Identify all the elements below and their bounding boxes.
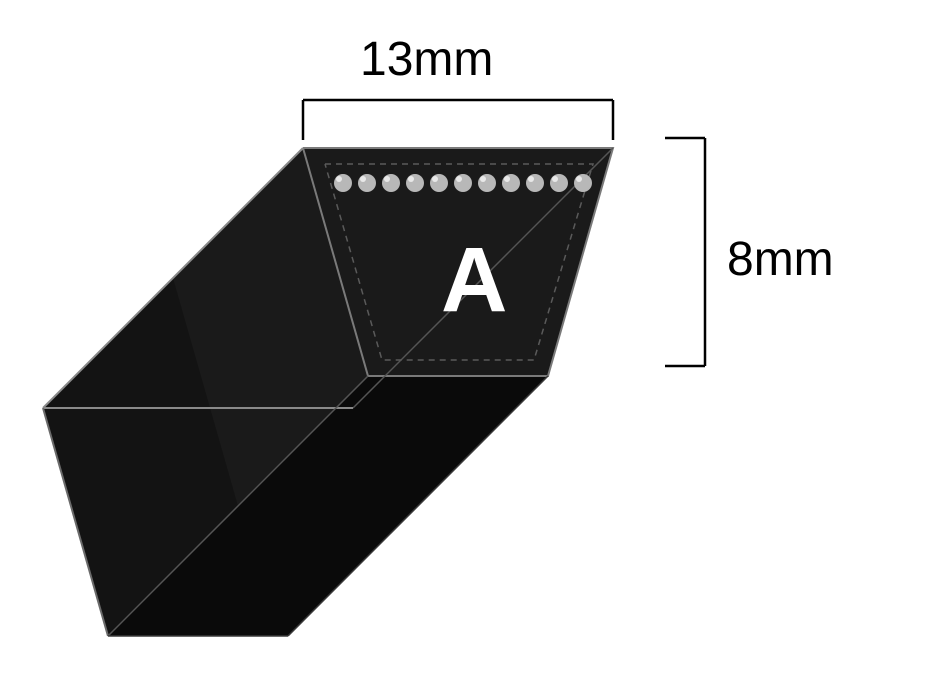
belt-cross-section-diagram: 13mm 8mm A xyxy=(0,0,933,700)
cord-dots-row xyxy=(334,174,592,192)
width-dimension-bracket xyxy=(303,100,613,140)
height-dimension-label: 8mm xyxy=(727,232,834,287)
belt-section-letter: A xyxy=(441,228,507,333)
width-dimension-label: 13mm xyxy=(360,32,493,87)
belt-svg xyxy=(0,0,933,700)
height-dimension-bracket xyxy=(665,138,705,366)
